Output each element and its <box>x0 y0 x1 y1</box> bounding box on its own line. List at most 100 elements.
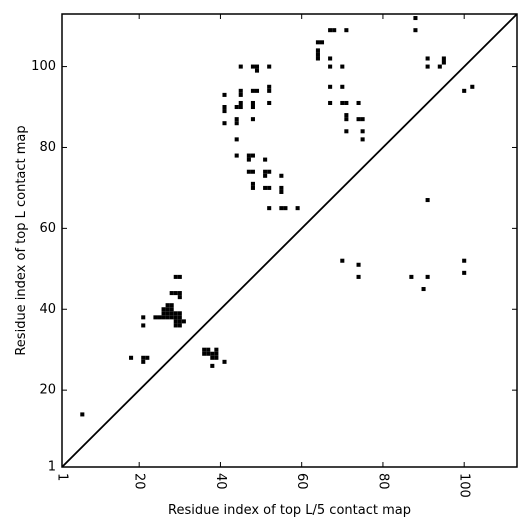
contact-point-top-l <box>328 84 333 89</box>
contact-point-top-l <box>344 113 349 118</box>
contact-point-top-l5 <box>356 262 361 267</box>
contact-point-top-l5 <box>409 274 414 279</box>
contact-point-top-l <box>238 88 243 93</box>
contact-point-top-l <box>279 206 284 211</box>
contact-point-top-l5 <box>173 291 178 296</box>
contact-point-top-l <box>234 153 239 158</box>
contact-point-top-l <box>234 121 239 126</box>
contact-point-top-l5 <box>173 323 178 328</box>
contact-point-top-l5 <box>340 258 345 263</box>
contact-point-top-l <box>222 92 227 97</box>
contact-point-top-l5 <box>161 315 166 320</box>
contact-point-top-l5 <box>181 319 186 324</box>
contact-point-top-l <box>246 153 251 158</box>
contact-point-top-l <box>246 157 251 162</box>
contact-point-top-l5 <box>165 311 170 316</box>
contact-point-top-l <box>425 56 430 61</box>
contact-point-top-l <box>263 157 268 162</box>
contact-point-top-l5 <box>462 258 467 263</box>
contact-point-top-l5 <box>210 355 215 360</box>
contact-point-top-l <box>344 117 349 122</box>
contact-point-top-l <box>254 64 260 69</box>
contact-point-top-l <box>340 64 345 69</box>
x-tick-label: 60 <box>294 473 309 490</box>
contact-point-top-l <box>425 198 430 203</box>
y-tick-label: 1 <box>48 460 56 475</box>
contact-point-top-l <box>250 117 255 122</box>
contact-point-top-l <box>344 100 349 105</box>
points-layer <box>80 16 475 417</box>
contact-point-top-l <box>279 173 284 178</box>
contact-point-top-l <box>267 84 272 89</box>
contact-point-top-l5 <box>129 355 134 360</box>
contact-point-top-l5 <box>141 359 146 364</box>
contact-point-top-l <box>332 28 337 33</box>
contact-point-top-l5 <box>177 274 182 279</box>
contact-point-top-l5 <box>421 287 426 292</box>
contact-point-top-l <box>263 185 268 190</box>
contact-point-top-l5 <box>161 307 166 312</box>
contact-point-top-l <box>222 109 227 114</box>
contact-point-top-l <box>279 185 284 190</box>
contact-point-top-l <box>315 40 320 45</box>
contact-point-top-l <box>319 40 325 45</box>
contact-point-top-l <box>360 117 365 122</box>
contact-point-top-l <box>267 100 272 105</box>
contact-point-top-l5 <box>202 347 207 352</box>
contact-point-top-l5 <box>202 351 207 356</box>
y-tick-label: 80 <box>39 140 56 155</box>
contact-point-top-l5 <box>214 347 219 352</box>
contact-point-top-l <box>267 185 272 190</box>
contact-point-top-l5 <box>177 311 182 316</box>
contact-point-top-l <box>234 105 239 110</box>
contact-point-top-l5 <box>169 307 174 312</box>
x-tick-label: 80 <box>375 473 390 490</box>
contact-point-top-l5 <box>214 355 219 360</box>
diagonal-line <box>61 13 518 468</box>
contact-point-top-l5 <box>356 274 361 279</box>
contact-point-top-l <box>238 92 243 97</box>
x-tick-label: 20 <box>132 473 147 490</box>
contact-point-top-l5 <box>80 412 85 417</box>
contact-point-top-l5 <box>173 311 178 316</box>
contact-point-top-l <box>222 105 227 110</box>
x-tick-label: 1 <box>55 473 70 481</box>
x-tick-label: 100 <box>457 473 472 498</box>
y-tick-label: 40 <box>39 302 56 317</box>
contact-point-top-l5 <box>177 323 182 328</box>
contact-point-top-l <box>250 88 255 93</box>
contact-point-top-l5 <box>173 274 178 279</box>
y-tick-label: 60 <box>39 221 56 236</box>
contact-point-top-l <box>254 68 260 73</box>
contact-point-top-l <box>250 105 255 110</box>
contact-point-top-l5 <box>169 315 174 320</box>
contact-point-top-l <box>250 181 255 186</box>
contact-point-top-l <box>356 117 361 122</box>
contact-point-top-l5 <box>177 291 182 296</box>
contact-point-top-l5 <box>157 315 162 320</box>
contact-point-top-l5 <box>210 351 215 356</box>
contact-point-top-l5 <box>425 274 430 279</box>
contact-point-top-l <box>413 28 418 33</box>
contact-point-top-l5 <box>153 315 158 320</box>
contact-point-top-l <box>340 84 345 89</box>
contact-point-top-l5 <box>177 295 182 300</box>
y-tick-label: 100 <box>31 59 56 74</box>
contact-point-top-l <box>344 28 349 33</box>
contact-point-top-l5 <box>141 323 146 328</box>
contact-point-top-l <box>360 137 365 142</box>
contact-point-top-l <box>267 64 272 69</box>
contact-point-top-l <box>283 206 288 211</box>
contact-point-top-l5 <box>173 319 178 324</box>
contact-point-top-l5 <box>222 359 227 364</box>
contact-point-top-l <box>328 100 333 105</box>
contact-point-top-l5 <box>206 351 211 356</box>
contact-point-top-l <box>315 56 320 61</box>
contact-point-top-l <box>263 169 268 174</box>
contact-point-top-l5 <box>210 363 215 368</box>
contact-point-top-l <box>437 64 442 69</box>
contact-point-top-l5 <box>165 315 170 320</box>
contact-point-top-l <box>328 56 333 61</box>
